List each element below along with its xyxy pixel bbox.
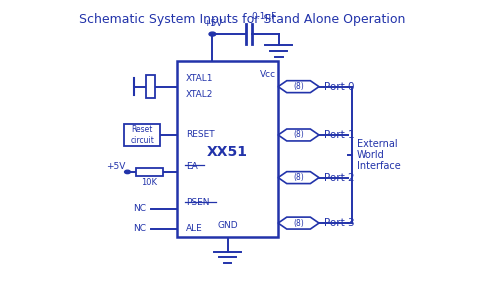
Circle shape <box>209 32 216 36</box>
Text: XTAL1: XTAL1 <box>186 74 213 83</box>
Text: XX51: XX51 <box>207 145 248 159</box>
Text: NC: NC <box>133 204 146 213</box>
Text: Vcc: Vcc <box>259 70 276 79</box>
Bar <box>177 61 278 237</box>
Bar <box>146 75 155 98</box>
Text: Reset
circuit: Reset circuit <box>130 125 154 145</box>
Text: 0.1μF: 0.1μF <box>252 12 277 21</box>
Text: ALE: ALE <box>186 224 202 233</box>
Text: 10K: 10K <box>141 178 157 187</box>
Text: Interface: Interface <box>357 161 400 171</box>
Text: EA: EA <box>186 162 197 170</box>
Text: GND: GND <box>217 221 238 230</box>
Text: +5V: +5V <box>106 162 125 170</box>
Text: Port 1: Port 1 <box>324 130 355 140</box>
Circle shape <box>124 170 130 174</box>
Text: (8): (8) <box>293 219 304 228</box>
Bar <box>136 168 163 176</box>
Text: External: External <box>357 139 397 148</box>
Text: World: World <box>357 150 384 160</box>
Text: (8): (8) <box>293 131 304 139</box>
Text: XTAL2: XTAL2 <box>186 90 213 99</box>
Text: +5V: +5V <box>203 20 222 28</box>
Bar <box>124 124 160 146</box>
Text: Port 2: Port 2 <box>324 172 355 183</box>
Text: RESET: RESET <box>186 131 214 139</box>
Text: PSEN: PSEN <box>186 198 209 208</box>
Text: NC: NC <box>133 224 146 233</box>
Text: (8): (8) <box>293 173 304 182</box>
Text: Port 0: Port 0 <box>324 82 355 92</box>
Text: Schematic System Inputs for Stand Alone Operation: Schematic System Inputs for Stand Alone … <box>79 13 405 26</box>
Text: Port 3: Port 3 <box>324 218 355 228</box>
Text: (8): (8) <box>293 82 304 91</box>
